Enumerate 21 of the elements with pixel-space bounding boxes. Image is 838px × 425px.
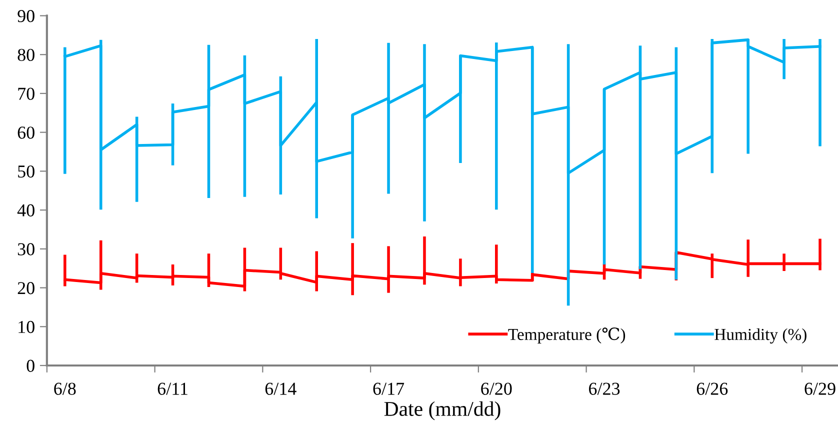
y-tick-label: 80 [18,48,34,62]
x-tick-label: 6/8 [54,382,76,395]
y-tick-label: 50 [18,165,34,178]
x-tick-label: 6/11 [158,382,188,395]
legend-label: Humidity (%) [714,328,806,344]
x-tick-label: 6/29 [804,382,836,395]
y-tick-label: 20 [18,282,34,294]
y-tick-label: 60 [18,126,34,139]
x-tick-label: 6/20 [481,382,512,395]
y-tick-label: 0 [26,360,34,372]
y-tick-label: 90 [18,10,34,22]
y-tick-label: 10 [18,320,34,334]
x-tick-label: 6/17 [373,382,404,395]
x-tick-label: 6/23 [589,382,620,395]
y-tick-label: 30 [18,243,34,256]
y-tick-label: 70 [18,88,34,100]
legend-label: Temperature (℃) [508,328,626,344]
x-tick-label: 6/14 [265,382,296,395]
y-tick-label: 40 [17,204,34,216]
x-tick-label: 6/26 [696,382,728,395]
x-axis-title: Date (mm/dd) [384,401,500,420]
